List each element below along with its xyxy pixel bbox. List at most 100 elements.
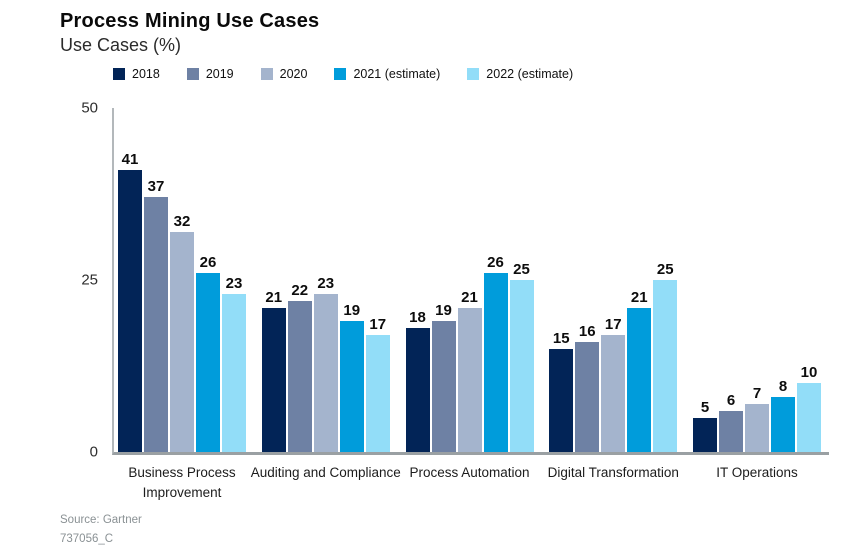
bar: [313, 294, 338, 452]
bar: [483, 273, 508, 452]
bar-column: 23: [313, 275, 338, 452]
legend-item: 2020: [260, 67, 308, 81]
bar: [509, 280, 534, 452]
bar-group: 5 6 7 8 10 IT Operations: [693, 108, 821, 480]
legend-item: 2019: [186, 67, 234, 81]
bar-column: 22: [287, 282, 312, 452]
legend-label: 2019: [205, 67, 234, 81]
legend-item: 2018: [113, 67, 160, 81]
bar-group: 15 16 17 21 25 Digital Transformation: [548, 108, 679, 480]
bar-column: 41: [118, 152, 142, 452]
plot-area: 0 25 50 41 37 32 26 23 Business Process Improve…: [81, 100, 829, 500]
bar: [339, 321, 364, 452]
bar: [693, 418, 717, 452]
bar-value-label: 21: [630, 289, 648, 306]
bar-value-label: 37: [147, 178, 165, 195]
source-line: Source: Gartner: [60, 514, 142, 526]
legend-swatch-icon: [260, 68, 273, 80]
bar-column: 21: [457, 289, 482, 452]
bar: [549, 349, 574, 452]
bar-value-label: 21: [461, 289, 478, 306]
bar-column: 19: [431, 302, 456, 452]
legend-swatch-icon: [334, 68, 347, 80]
bar-column: 26: [483, 254, 508, 452]
legend-item: 2022 (estimate): [467, 67, 573, 81]
bar-column: 18: [405, 309, 430, 452]
bar-column: 17: [601, 316, 626, 452]
bar-value-label: 32: [173, 213, 191, 230]
bar-column: 21: [627, 289, 652, 452]
bar: [144, 197, 168, 452]
bar-value-label: 15: [552, 330, 570, 347]
bar: [222, 294, 246, 452]
legend-label: 2021 (estimate): [353, 67, 441, 81]
bar-value-label: 6: [726, 392, 736, 409]
bar-value-label: 41: [121, 151, 139, 168]
bar-value-label: 8: [778, 378, 788, 395]
y-tick-label: 50: [81, 99, 98, 117]
legend-swatch-icon: [113, 68, 125, 80]
bar-value-label: 22: [291, 282, 309, 299]
bar-column: 8: [771, 379, 795, 452]
bar: [797, 383, 821, 452]
bar-column: 6: [719, 393, 743, 452]
legend-label: 2022 (estimate): [486, 67, 574, 81]
bar-value-label: 23: [317, 275, 335, 292]
bar-group: 18 19 21 26 25 Process Automation: [405, 108, 534, 480]
bar-value-label: 19: [435, 302, 452, 319]
bar: [771, 397, 795, 452]
bar-value-label: 10: [800, 364, 818, 381]
bar-column: 32: [170, 214, 194, 452]
bar-value-label: 5: [700, 399, 710, 416]
legend-swatch-icon: [186, 68, 199, 80]
category-label: IT Operations: [716, 465, 798, 480]
bar: [431, 321, 456, 452]
bar-value-label: 23: [225, 275, 243, 292]
bar: [653, 280, 678, 452]
bar: [196, 273, 220, 452]
bar: [261, 308, 286, 452]
bar-column: 5: [693, 400, 717, 452]
bar-value-label: 21: [265, 289, 283, 306]
bar: [601, 335, 626, 452]
bar-column: 7: [745, 386, 769, 452]
bar: [287, 301, 312, 452]
doc-id: 737056_C: [60, 532, 114, 545]
bar-value-label: 18: [409, 309, 426, 326]
source-note: Source: Gartner 737056_C: [60, 511, 142, 549]
bar-column: 19: [339, 302, 364, 452]
y-tick-label: 25: [81, 271, 98, 289]
bar-value-label: 26: [199, 254, 217, 271]
category-label: Digital Transformation: [547, 465, 679, 480]
legend: 2018 2019 2020 2021 (estimate) 2022 (estimat…: [113, 67, 573, 81]
bar-column: 17: [365, 317, 390, 452]
bar: [170, 232, 194, 452]
bar: [719, 411, 743, 452]
bar-value-label: 26: [487, 254, 504, 271]
bar-column: 23: [222, 276, 246, 452]
bar-value-label: 19: [343, 302, 361, 319]
bar-column: 26: [196, 255, 220, 452]
bar-column: 25: [509, 261, 534, 452]
bar-groups: 41 37 32 26 23 Business Process Improvement 21…: [118, 108, 821, 500]
bar-column: 25: [653, 261, 678, 452]
bar-value-label: 7: [752, 385, 762, 402]
bar-column: 15: [549, 330, 574, 452]
legend-swatch-icon: [467, 68, 480, 80]
bar-value-label: 25: [656, 261, 674, 278]
legend-label: 2020: [279, 67, 308, 81]
category-label: Business Process Improvement: [128, 465, 236, 501]
bar-value-label: 16: [578, 323, 596, 340]
bar-value-label: 25: [513, 261, 530, 278]
chart-subtitle: Use Cases (%): [60, 35, 182, 55]
category-label: Process Automation: [409, 465, 530, 480]
bar: [405, 328, 430, 452]
bar: [457, 308, 482, 452]
legend-label: 2018: [132, 67, 160, 81]
bar: [365, 335, 390, 452]
bar-group: 21 22 23 19 17 Auditing and Compliance: [251, 108, 401, 480]
chart-title: Process Mining Use Cases: [60, 10, 320, 32]
bar-value-label: 17: [604, 316, 622, 333]
bar-column: 10: [797, 365, 821, 452]
